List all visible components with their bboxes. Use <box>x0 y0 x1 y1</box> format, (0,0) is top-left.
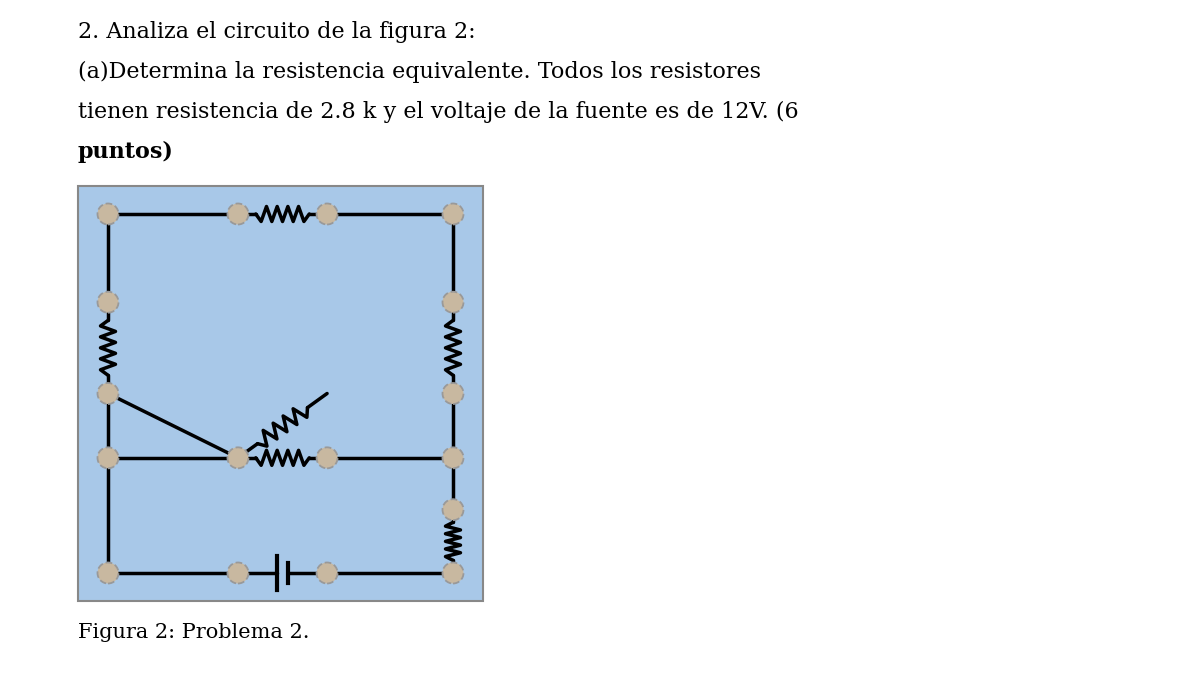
Text: (a)Determina la resistencia equivalente. Todos los resistores: (a)Determina la resistencia equivalente.… <box>78 61 760 83</box>
Bar <box>78 186 483 601</box>
Circle shape <box>317 204 337 225</box>
Circle shape <box>98 447 119 469</box>
Circle shape <box>98 204 119 225</box>
Circle shape <box>442 499 463 520</box>
Circle shape <box>228 447 249 469</box>
Circle shape <box>317 562 337 583</box>
Circle shape <box>228 204 249 225</box>
Circle shape <box>442 383 463 404</box>
Circle shape <box>317 447 337 469</box>
Circle shape <box>442 204 463 225</box>
Circle shape <box>228 562 249 583</box>
Text: puntos): puntos) <box>78 141 173 163</box>
Circle shape <box>98 562 119 583</box>
Circle shape <box>442 447 463 469</box>
Text: tienen resistencia de 2.8 k y el voltaje de la fuente es de 12V. (6: tienen resistencia de 2.8 k y el voltaje… <box>78 101 798 123</box>
Text: 2. Analiza el circuito de la figura 2:: 2. Analiza el circuito de la figura 2: <box>78 21 475 43</box>
Circle shape <box>98 292 119 313</box>
Circle shape <box>442 562 463 583</box>
Text: Figura 2: Problema 2.: Figura 2: Problema 2. <box>78 623 310 642</box>
Circle shape <box>98 383 119 404</box>
Circle shape <box>442 292 463 313</box>
